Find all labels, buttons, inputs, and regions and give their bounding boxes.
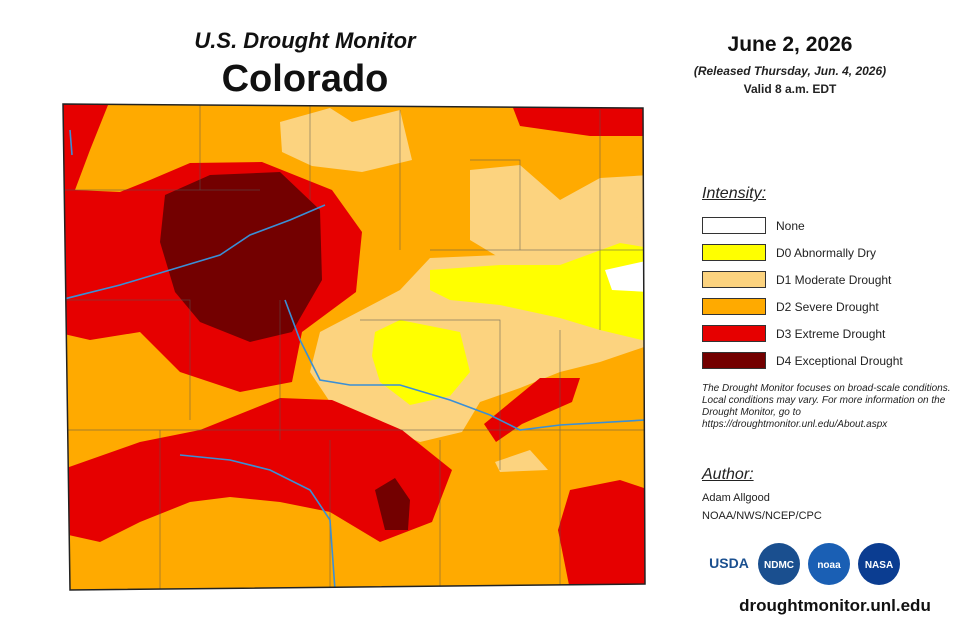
website-url: droughtmonitor.unl.edu: [739, 596, 931, 615]
logo-text: noaa: [817, 560, 841, 571]
legend-label: D0 Abnormally Dry: [776, 245, 877, 260]
logo: [858, 543, 900, 585]
legend-title: Intensity:: [702, 185, 767, 202]
d0-area: [430, 243, 645, 342]
author-name: Adam Allgood: [702, 492, 770, 504]
county-lines: [63, 105, 645, 590]
logo-text: NDMC: [764, 560, 794, 571]
legend-item: D2 Severe Drought: [702, 293, 903, 320]
logos: USDA NDMC noaa NASA: [709, 543, 900, 585]
none-area: [605, 260, 645, 292]
d1-area: [495, 450, 548, 472]
d1-area: [470, 165, 645, 258]
legend-swatch: [702, 217, 766, 234]
legend-label: D3 Extreme Drought: [776, 326, 886, 341]
legend-swatch: [702, 352, 766, 369]
d4-area: [160, 172, 322, 342]
legend: None D0 Abnormally Dry D1 Moderate Drought…: [702, 212, 903, 374]
legend-label: None: [776, 218, 805, 233]
legend-item: D3 Extreme Drought: [702, 320, 903, 347]
rivers: [63, 129, 645, 590]
d3-area: [558, 480, 645, 590]
legend-label: D4 Exceptional Drought: [776, 353, 903, 368]
legend-swatch: [702, 244, 766, 261]
drought-areas: [63, 104, 645, 590]
d3-area: [510, 104, 645, 136]
map-date: June 2, 2026: [727, 33, 853, 56]
legend-item: D0 Abnormally Dry: [702, 239, 903, 266]
logo: [758, 543, 800, 585]
d3-area: [63, 398, 452, 542]
logo-text: USDA: [709, 555, 749, 571]
state-border: [62, 103, 646, 591]
d1-area: [280, 108, 412, 172]
d4-area: [375, 478, 410, 530]
state-name: Colorado: [221, 58, 389, 100]
legend-item: None: [702, 212, 903, 239]
author-org: NOAA/NWS/NCEP/CPC: [702, 510, 822, 522]
legend-swatch: [702, 298, 766, 315]
note: The Drought Monitor focuses on broad-sca…: [702, 383, 951, 430]
author-title: Author:: [702, 466, 754, 483]
legend-item: D4 Exceptional Drought: [702, 347, 903, 374]
legend-swatch: [702, 271, 766, 288]
legend-label: D1 Moderate Drought: [776, 272, 892, 287]
release-date: (Released Thursday, Jun. 4, 2026): [693, 64, 887, 78]
legend-label: D2 Severe Drought: [776, 299, 879, 314]
legend-item: D1 Moderate Drought: [702, 266, 903, 293]
logo-text: NASA: [865, 560, 893, 571]
valid-time: Valid 8 a.m. EDT: [743, 82, 837, 96]
d0-area: [372, 320, 470, 405]
legend-swatch: [702, 325, 766, 342]
d3-area: [484, 378, 580, 442]
map-title: U.S. Drought Monitor: [194, 28, 416, 53]
drought-map: [62, 103, 646, 591]
logo: [808, 543, 850, 585]
